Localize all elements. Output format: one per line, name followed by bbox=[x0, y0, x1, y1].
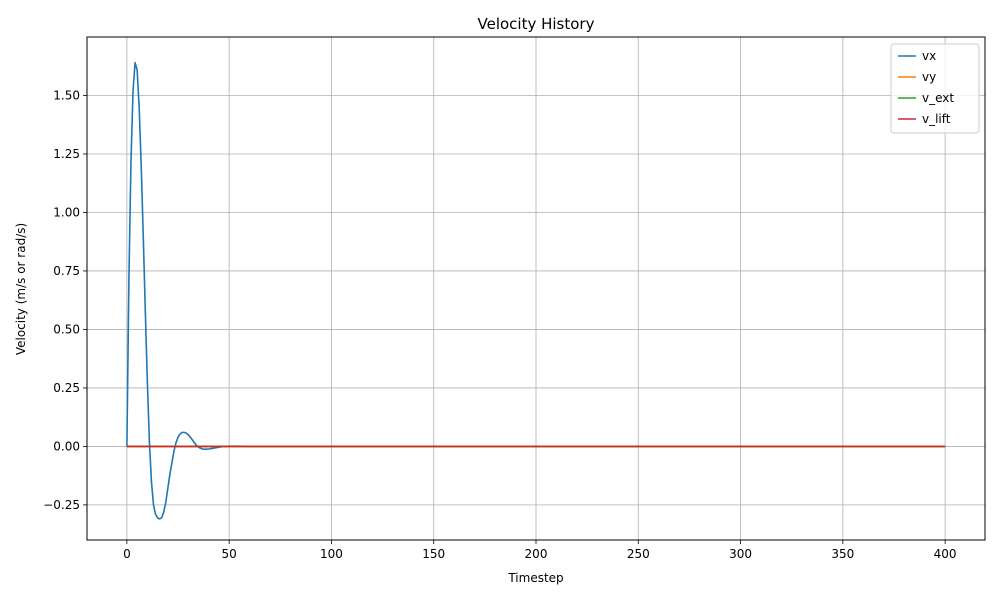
x-axis-label: Timestep bbox=[507, 571, 563, 585]
x-tick-label: 400 bbox=[934, 547, 957, 561]
legend-label-v-lift: v_lift bbox=[922, 112, 951, 126]
series-lines bbox=[126, 61, 946, 520]
x-tick-label: 150 bbox=[422, 547, 445, 561]
x-tick-label: 350 bbox=[831, 547, 854, 561]
axis-ticks: 0 50 100 150 200 250 300 350 400 −0.25 0.00 0.25 0.5… bbox=[43, 88, 956, 561]
y-tick-label: 1.50 bbox=[53, 88, 80, 102]
legend-label-vx: vx bbox=[922, 49, 936, 63]
legend-label-v-ext: v_ext bbox=[922, 91, 954, 105]
y-tick-label: 0.50 bbox=[53, 322, 80, 336]
x-tick-label: 250 bbox=[627, 547, 650, 561]
x-tick-label: 200 bbox=[525, 547, 548, 561]
x-tick-label: 50 bbox=[222, 547, 237, 561]
y-tick-label: 1.00 bbox=[53, 205, 80, 219]
legend-label-vy: vy bbox=[922, 70, 936, 84]
plot-frame bbox=[86, 36, 986, 541]
chart-title: Velocity History bbox=[478, 15, 595, 33]
y-tick-label: 0.75 bbox=[53, 264, 80, 278]
series-line-vx bbox=[126, 61, 946, 520]
y-tick-label: 0.25 bbox=[53, 381, 80, 395]
legend-box bbox=[890, 43, 980, 134]
y-tick-label: 1.25 bbox=[53, 147, 80, 161]
x-tick-label: 300 bbox=[729, 547, 752, 561]
y-tick-label: 0.00 bbox=[53, 439, 80, 453]
y-axis-label: Velocity (m/s or rad/s) bbox=[14, 223, 28, 355]
x-tick-label: 0 bbox=[123, 547, 131, 561]
x-tick-label: 100 bbox=[320, 547, 343, 561]
y-tick-label: −0.25 bbox=[43, 498, 80, 512]
legend: vx vy v_ext v_lift bbox=[890, 43, 980, 134]
